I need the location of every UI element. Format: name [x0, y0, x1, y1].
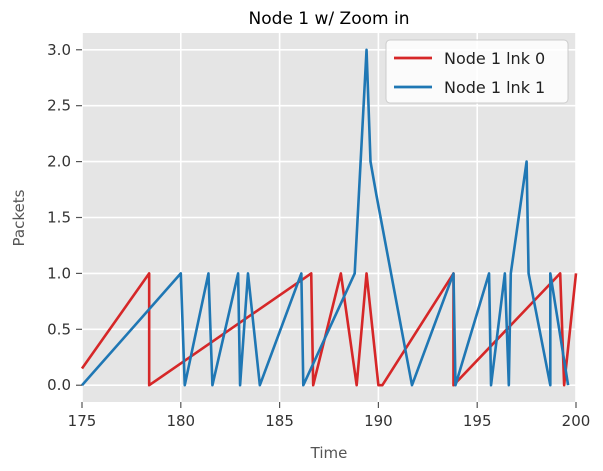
x-axis-label: Time	[310, 444, 348, 462]
y-tick-label: 3.0	[47, 41, 71, 59]
legend-label: Node 1 lnk 1	[444, 78, 545, 97]
x-tick-label: 195	[463, 412, 492, 430]
y-tick-label: 1.5	[47, 209, 71, 227]
x-tick-label: 185	[265, 412, 294, 430]
legend-label: Node 1 lnk 0	[444, 49, 545, 68]
series-line-1	[81, 48, 570, 387]
grid-lines	[81, 33, 577, 402]
x-tick-label: 190	[364, 412, 393, 430]
series-line-0	[80, 272, 578, 387]
y-tick-label: 2.0	[47, 153, 71, 171]
x-tick-label: 200	[562, 412, 591, 430]
axis-ticks: 175 180 185 190 195 200 0.0 0.5 1.0 1.5 2.0 2.5 3.0	[47, 41, 590, 430]
series-lines	[80, 48, 578, 387]
y-tick-label: 0.0	[47, 376, 71, 394]
y-axis-label: Packets	[10, 189, 28, 246]
y-tick-label: 0.5	[47, 320, 71, 338]
chart-title: Node 1 w/ Zoom in	[249, 9, 410, 29]
y-tick-label: 1.0	[47, 264, 71, 282]
x-tick-label: 175	[68, 412, 97, 430]
y-tick-label: 2.5	[47, 97, 71, 115]
x-tick-label: 180	[166, 412, 195, 430]
legend: Node 1 lnk 0 Node 1 lnk 1	[385, 39, 569, 104]
